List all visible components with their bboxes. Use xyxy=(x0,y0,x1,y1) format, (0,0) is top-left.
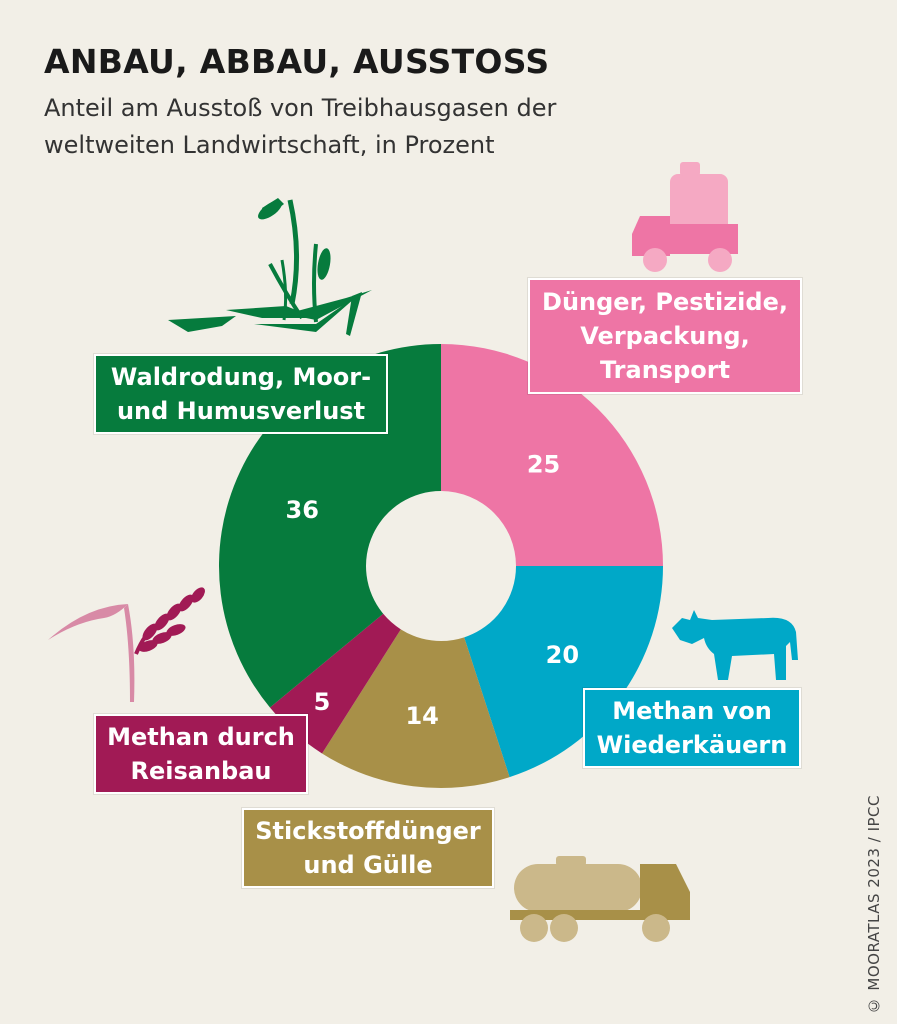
donut-slice xyxy=(441,344,663,566)
label-line: Methan von xyxy=(612,697,772,725)
grass-plant-icon xyxy=(168,198,372,336)
chart-title: ANBAU, ABBAU, AUSSTOSS xyxy=(44,42,550,81)
label-line: und Gülle xyxy=(303,851,433,879)
label-line: Transport xyxy=(599,356,731,384)
slice-value-label: 14 xyxy=(405,702,438,730)
slice-value-label: 36 xyxy=(286,496,319,524)
tanker-truck-icon xyxy=(510,856,690,942)
label-methan-reisanbau: Methan durch Reisanbau xyxy=(93,713,309,795)
label-waldrodung-moor: Waldrodung, Moor- und Humusverlust xyxy=(93,353,389,435)
donut-slice xyxy=(464,566,663,778)
label-line: Verpackung, xyxy=(580,322,750,350)
label-methan-wiederkaeuer: Methan von Wiederkäuern xyxy=(582,687,802,769)
slice-value-label: 20 xyxy=(546,641,579,669)
donut-slice xyxy=(219,344,441,708)
source-credit: © MOORATLAS 2023 / IPCC xyxy=(865,794,883,1014)
donut-slice xyxy=(322,629,510,788)
label-line: Methan durch xyxy=(107,723,295,751)
label-stickstoffduenger-guelle: Stickstoffdünger und Gülle xyxy=(241,807,495,889)
slice-value-label: 5 xyxy=(314,688,331,716)
cow-icon xyxy=(672,610,798,680)
chart-subtitle: Anteil am Ausstoß von Treibhausgasen der… xyxy=(44,94,557,159)
label-line: und Humusverlust xyxy=(116,397,366,425)
label-line: Reisanbau xyxy=(130,757,272,785)
label-line: Wiederkäuern xyxy=(596,731,788,759)
slice-value-label: 25 xyxy=(527,450,560,478)
truck-canister-icon xyxy=(632,162,738,272)
label-line: Dünger, Pestizide, xyxy=(542,288,788,316)
label-duenger-pestizide: Dünger, Pestizide, Verpackung, Transport xyxy=(527,277,803,395)
rice-plant-icon xyxy=(48,587,205,702)
label-line: Stickstoffdünger xyxy=(255,817,481,845)
label-line: Waldrodung, Moor- xyxy=(110,363,372,391)
